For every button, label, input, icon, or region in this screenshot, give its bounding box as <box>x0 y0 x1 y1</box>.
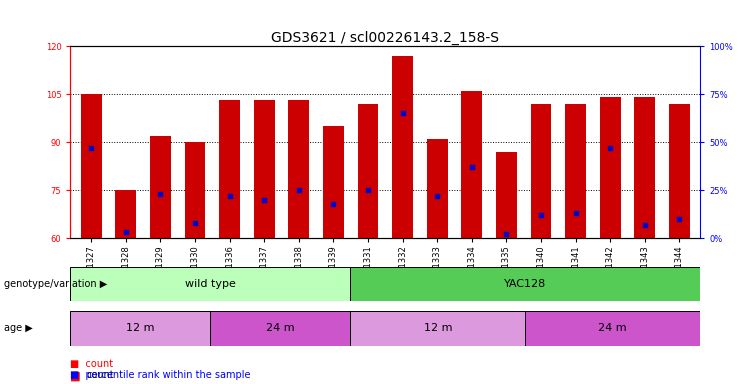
Bar <box>669 104 690 238</box>
Text: 24 m: 24 m <box>266 323 295 333</box>
Bar <box>427 139 448 238</box>
Bar <box>565 104 586 238</box>
Text: wild type: wild type <box>185 279 236 289</box>
Text: ■: ■ <box>70 370 81 380</box>
Bar <box>462 91 482 238</box>
Bar <box>70 267 350 301</box>
Text: ■  count: ■ count <box>70 359 113 369</box>
Bar <box>350 267 700 301</box>
Bar <box>350 311 525 346</box>
Point <box>570 210 582 216</box>
Bar <box>185 142 205 238</box>
Bar <box>392 56 413 238</box>
Title: GDS3621 / scl00226143.2_158-S: GDS3621 / scl00226143.2_158-S <box>271 31 499 45</box>
Point <box>639 222 651 228</box>
Bar <box>531 104 551 238</box>
Text: 12 m: 12 m <box>424 323 452 333</box>
Text: genotype/variation ▶: genotype/variation ▶ <box>4 279 107 289</box>
Point <box>328 200 339 207</box>
Point <box>224 193 236 199</box>
Bar <box>81 94 102 238</box>
Bar <box>254 101 275 238</box>
Point <box>535 212 547 218</box>
Bar <box>634 97 655 238</box>
Bar <box>150 136 170 238</box>
Point <box>466 164 478 170</box>
Bar <box>496 152 516 238</box>
Point <box>189 220 201 226</box>
Text: 24 m: 24 m <box>599 323 627 333</box>
Point <box>85 145 97 151</box>
Point <box>500 231 512 237</box>
Text: ■  percentile rank within the sample: ■ percentile rank within the sample <box>70 370 251 380</box>
Point <box>674 216 685 222</box>
Bar <box>70 311 210 346</box>
Bar <box>210 311 350 346</box>
Point <box>259 197 270 203</box>
Bar <box>358 104 379 238</box>
Point <box>605 145 617 151</box>
Bar <box>116 190 136 238</box>
Point <box>120 229 132 235</box>
Point <box>396 110 408 116</box>
Text: count: count <box>87 370 114 380</box>
Bar <box>323 126 344 238</box>
Point <box>362 187 374 193</box>
Text: age ▶: age ▶ <box>4 323 33 333</box>
Point <box>293 187 305 193</box>
Text: 12 m: 12 m <box>126 323 155 333</box>
Bar <box>525 311 700 346</box>
Bar <box>219 101 240 238</box>
Text: YAC128: YAC128 <box>504 279 546 289</box>
Point <box>154 191 166 197</box>
Bar <box>288 101 309 238</box>
Point <box>431 193 443 199</box>
Text: ■: ■ <box>70 372 81 382</box>
Bar <box>600 97 621 238</box>
